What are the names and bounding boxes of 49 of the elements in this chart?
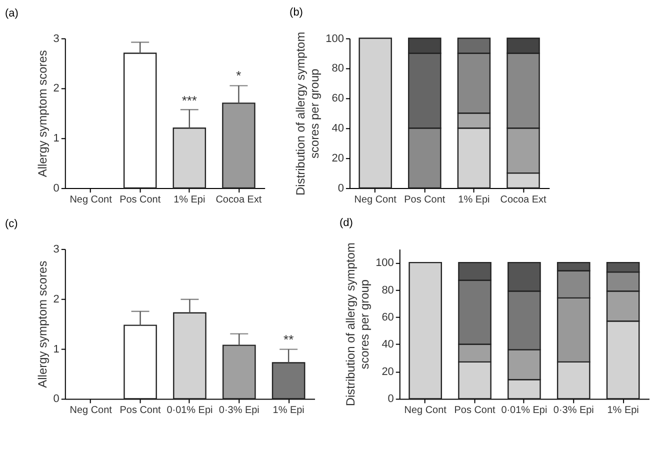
- annotation: ***: [182, 93, 197, 108]
- y-tick-label: 1: [53, 132, 60, 145]
- y-tick-label: 80: [382, 284, 394, 296]
- annotation: *: [236, 68, 242, 84]
- x-tick-label: 1% Epi: [272, 405, 304, 416]
- y-axis-title: Distribution of allergy symptom scores per group: [294, 32, 322, 196]
- y-tick-label: 100: [326, 32, 344, 45]
- y-tick-label: 40: [332, 122, 344, 135]
- y-tick-label: 20: [332, 152, 344, 165]
- y-axis-title: Allergy symptom scores: [35, 50, 50, 178]
- x-tick-label: Pos Cont: [454, 405, 496, 416]
- y-tick-label: 40: [382, 338, 394, 351]
- y-tick-label: 0: [53, 393, 60, 406]
- y-tick-label: 60: [332, 92, 344, 105]
- y-tick-label: 20: [382, 366, 394, 378]
- chart-title: (b): [290, 6, 303, 18]
- y-tick-label: 100: [376, 257, 394, 270]
- x-tick-label: Neg Cont: [70, 405, 112, 416]
- x-tick-label: Cocoa Ext: [500, 194, 546, 206]
- y-axis-title: Allergy symptom scores: [35, 260, 50, 388]
- x-tick-label: Neg Cont: [70, 194, 112, 206]
- x-tick-label: Pos Cont: [120, 405, 162, 416]
- x-tick-label: 1% Epi: [458, 194, 490, 206]
- y-tick-label: 0: [53, 182, 60, 195]
- x-tick-label: 0·01% Epi: [166, 405, 213, 416]
- chart-title: (c): [4, 218, 18, 230]
- y-tick-label: 2: [53, 293, 60, 306]
- x-tick-label: Cocoa Ext: [216, 194, 262, 206]
- y-tick-label: 3: [53, 32, 60, 45]
- x-tick-label: 1% Epi: [174, 194, 206, 206]
- x-tick-label: Pos Cont: [120, 194, 161, 206]
- y-tick-label: 60: [382, 312, 394, 324]
- x-tick-label: Pos Cont: [404, 194, 446, 206]
- y-tick-label: 80: [332, 62, 344, 75]
- x-tick-label: 0·01% Epi: [501, 405, 548, 416]
- y-tick-label: 0: [338, 182, 344, 195]
- y-tick-label: 2: [53, 82, 60, 95]
- y-tick-label: 1: [53, 343, 60, 356]
- chart-title: (a): [4, 7, 18, 20]
- x-tick-label: 0·3% Epi: [553, 405, 594, 416]
- y-axis-title: Distribution of allergy symptom scores per group: [344, 242, 372, 406]
- y-tick-label: 3: [53, 243, 60, 256]
- x-tick-label: Neg Cont: [354, 194, 397, 206]
- x-tick-label: 1% Epi: [607, 405, 639, 416]
- annotation: **: [284, 332, 294, 347]
- chart-title: (d): [339, 216, 353, 229]
- x-tick-label: Neg Cont: [404, 405, 447, 416]
- x-tick-label: 0·3% Epi: [218, 405, 260, 416]
- y-tick-label: 0: [388, 393, 394, 406]
